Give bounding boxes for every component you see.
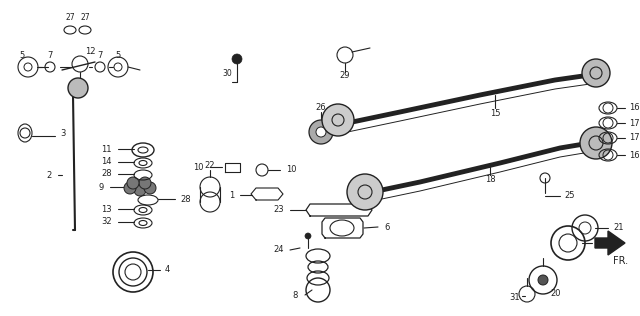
Text: 3: 3 bbox=[60, 130, 65, 138]
Text: 22: 22 bbox=[205, 161, 215, 169]
Text: 27: 27 bbox=[80, 14, 90, 22]
Text: 26: 26 bbox=[316, 104, 326, 112]
Text: 23: 23 bbox=[273, 205, 284, 215]
Circle shape bbox=[134, 184, 146, 196]
Text: 10: 10 bbox=[286, 166, 296, 174]
Text: 21: 21 bbox=[613, 223, 623, 233]
Circle shape bbox=[68, 78, 88, 98]
Circle shape bbox=[139, 177, 151, 189]
Circle shape bbox=[305, 233, 311, 239]
Text: 29: 29 bbox=[340, 71, 350, 81]
Text: 15: 15 bbox=[490, 108, 500, 118]
Text: 28: 28 bbox=[180, 195, 191, 204]
Text: 9: 9 bbox=[99, 183, 104, 191]
Circle shape bbox=[127, 177, 139, 189]
Circle shape bbox=[316, 127, 326, 137]
Text: 16: 16 bbox=[629, 150, 639, 160]
Text: 12: 12 bbox=[84, 47, 95, 57]
Text: 5: 5 bbox=[115, 52, 120, 60]
Circle shape bbox=[309, 120, 333, 144]
Circle shape bbox=[322, 104, 354, 136]
Text: 6: 6 bbox=[384, 222, 389, 232]
Text: 20: 20 bbox=[550, 289, 561, 297]
Text: 4: 4 bbox=[165, 264, 170, 274]
Text: 13: 13 bbox=[101, 204, 112, 214]
Text: 19: 19 bbox=[597, 239, 607, 247]
Text: 16: 16 bbox=[629, 104, 639, 112]
Text: 7: 7 bbox=[97, 52, 102, 60]
Text: 14: 14 bbox=[102, 157, 112, 167]
Circle shape bbox=[124, 182, 136, 194]
Text: 11: 11 bbox=[102, 144, 112, 154]
Text: 27: 27 bbox=[65, 14, 75, 22]
Circle shape bbox=[538, 275, 548, 285]
Text: FR.: FR. bbox=[613, 256, 628, 266]
Text: 1: 1 bbox=[228, 191, 234, 199]
Polygon shape bbox=[595, 231, 625, 255]
Text: 24: 24 bbox=[273, 246, 284, 254]
Circle shape bbox=[232, 54, 242, 64]
Circle shape bbox=[582, 59, 610, 87]
Text: 32: 32 bbox=[101, 217, 112, 227]
Text: 10: 10 bbox=[193, 162, 204, 172]
Circle shape bbox=[144, 182, 156, 194]
Text: 8: 8 bbox=[292, 291, 298, 301]
Text: 30: 30 bbox=[222, 70, 232, 78]
Text: 17: 17 bbox=[629, 133, 639, 143]
Circle shape bbox=[347, 174, 383, 210]
Text: 2: 2 bbox=[47, 171, 52, 179]
Text: 18: 18 bbox=[484, 175, 495, 185]
Text: 25: 25 bbox=[564, 191, 575, 200]
Text: 31: 31 bbox=[509, 294, 520, 302]
Text: 28: 28 bbox=[101, 169, 112, 179]
Circle shape bbox=[580, 127, 612, 159]
Text: 17: 17 bbox=[629, 118, 639, 127]
Text: 5: 5 bbox=[19, 52, 24, 60]
Text: 7: 7 bbox=[47, 52, 52, 60]
